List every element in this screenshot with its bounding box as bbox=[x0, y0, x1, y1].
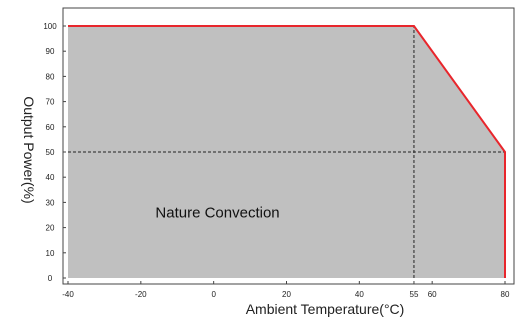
y-tick-label: 50 bbox=[46, 148, 55, 157]
nature-convection-label: Nature Convection bbox=[155, 205, 279, 222]
x-tick-label: -40 bbox=[62, 290, 74, 299]
y-tick-label: 100 bbox=[43, 22, 57, 31]
y-tick-label: 70 bbox=[46, 98, 55, 107]
y-tick-label: 10 bbox=[46, 249, 55, 258]
y-tick-label: 0 bbox=[48, 274, 53, 283]
y-axis-title: Output Power(%) bbox=[21, 96, 37, 203]
x-axis-title: Ambient Temperature(°C) bbox=[246, 301, 405, 317]
derating-area bbox=[68, 26, 505, 278]
y-tick-label: 20 bbox=[46, 224, 55, 233]
x-tick-label: 0 bbox=[211, 290, 216, 299]
x-tick-label: 20 bbox=[282, 290, 291, 299]
y-tick-label: 60 bbox=[46, 123, 55, 132]
derating-line bbox=[68, 25, 506, 278]
x-tick-label: 80 bbox=[501, 290, 510, 299]
y-tick-label: 90 bbox=[46, 47, 55, 56]
x-tick-label: 40 bbox=[355, 290, 364, 299]
x-tick-label: -20 bbox=[135, 290, 147, 299]
x-tick-label: 55 bbox=[410, 290, 419, 299]
y-tick-label: 40 bbox=[46, 173, 55, 182]
x-tick-label: 60 bbox=[428, 290, 437, 299]
y-tick-label: 30 bbox=[46, 198, 55, 207]
y-tick-label: 80 bbox=[46, 72, 55, 81]
